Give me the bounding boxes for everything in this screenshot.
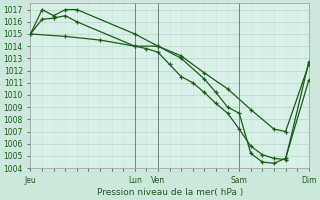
X-axis label: Pression niveau de la mer( hPa ): Pression niveau de la mer( hPa ) <box>97 188 243 197</box>
